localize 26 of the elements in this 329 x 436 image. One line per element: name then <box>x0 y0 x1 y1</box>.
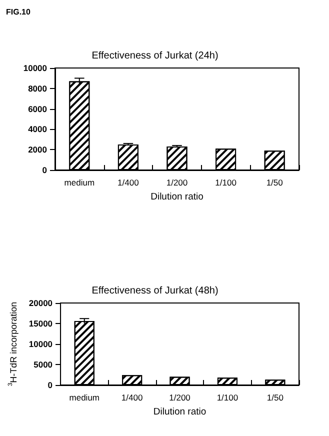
x-axis-title: Dilution ratio <box>150 192 204 202</box>
x-tick-label: 1/50 <box>266 178 284 188</box>
x-tick-label: medium <box>64 178 95 188</box>
x-tick-label: 1/100 <box>215 178 237 188</box>
x-tick-label: 1/400 <box>118 178 140 188</box>
x-tick-label: medium <box>69 392 100 402</box>
y-tick-label: 5000 <box>34 360 53 370</box>
chart-title: Effectiveness of Jurkat (48h) <box>92 286 218 296</box>
y-tick-label: 0 <box>48 380 53 390</box>
x-tick-label: 1/50 <box>266 392 284 402</box>
y-tick-label: 10000 <box>23 63 48 73</box>
y-tick-label: 0 <box>42 165 48 175</box>
y-tick-label: 10000 <box>28 339 53 349</box>
y-tick-label: 6000 <box>28 104 48 114</box>
y-tick-label: 8000 <box>28 83 48 94</box>
y-tick-label: 15000 <box>28 318 53 328</box>
y-tick-label: 20000 <box>28 298 53 308</box>
y-tick-label: 2000 <box>28 144 48 155</box>
chart-title: Effectiveness of Jurkat (24h) <box>92 50 218 62</box>
x-tick-label: 1/200 <box>169 392 191 402</box>
caption: FIG.10 <box>6 8 32 16</box>
y-tick-label: 4000 <box>28 124 48 134</box>
x-tick-label: 1/100 <box>216 392 238 402</box>
x-tick-label: 1/200 <box>166 178 188 188</box>
x-tick-label: 1/400 <box>121 392 143 402</box>
x-axis-title: Dilution ratio <box>153 406 206 418</box>
